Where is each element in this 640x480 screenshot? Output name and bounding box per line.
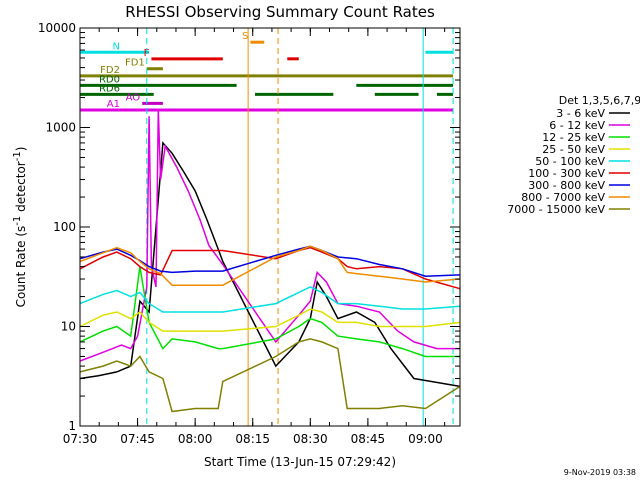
- y-axis-label: Count Rate (s-1 detector-1): [12, 147, 28, 308]
- plot-frame: [79, 27, 461, 427]
- series-line: [79, 109, 460, 362]
- legend-title: Det 1,3,5,6,7,9: [559, 94, 640, 107]
- series-line: [79, 141, 461, 388]
- series-lines: [79, 109, 461, 413]
- flag-label-n: N: [113, 41, 120, 52]
- legend-label: 12 - 25 keV: [542, 131, 605, 144]
- y-label-sup1: -1: [12, 216, 23, 226]
- series-line: [79, 245, 461, 286]
- flag-label-s: S: [242, 31, 248, 42]
- flag-bars: NFSFD1FD2RD0RD6AOA1: [80, 31, 454, 112]
- legend-label: 50 - 100 keV: [535, 155, 605, 168]
- flag-label-ao: AO: [126, 92, 141, 103]
- flag-label-a1: A1: [107, 99, 120, 110]
- y-tick-label: 100: [53, 220, 76, 234]
- legend-label: 800 - 7000 keV: [521, 191, 605, 204]
- series-line: [79, 286, 461, 313]
- x-axis: 07:30 07:45 08:00 08:15 08:30 08:45 09:00: [63, 28, 446, 446]
- y-axis: 1 10 100 1000 10000: [38, 21, 460, 433]
- y-label-main: Count Rate (s: [14, 226, 28, 308]
- legend-label: 25 - 50 keV: [542, 143, 605, 156]
- x-tick-label: 09:00: [408, 432, 443, 446]
- x-tick-label: 07:30: [63, 432, 98, 446]
- y-tick-label: 10000: [38, 21, 76, 35]
- series-line: [79, 245, 461, 277]
- series-line: [79, 266, 460, 358]
- series-line: [79, 308, 461, 332]
- chart-title: RHESSI Observing Summary Count Rates: [125, 3, 435, 21]
- flag-label-fd2: FD2: [100, 65, 120, 76]
- x-tick-label: 08:00: [178, 432, 213, 446]
- flag-label-rd6: RD6: [99, 83, 120, 94]
- y-label-end: ): [14, 147, 28, 152]
- x-axis-label: Start Time (13-Jun-15 07:29:42): [204, 455, 396, 469]
- x-tick-label: 08:30: [293, 432, 328, 446]
- x-tick-label: 08:45: [351, 432, 386, 446]
- y-label-sup2: -1: [12, 151, 23, 161]
- series-line: [79, 246, 461, 290]
- flag-label-fd1: FD1: [125, 58, 145, 69]
- y-tick-label: 10: [61, 320, 76, 334]
- legend-label: 6 - 12 keV: [549, 119, 605, 132]
- series-line: [79, 338, 461, 413]
- y-label-mid: detector: [14, 161, 28, 216]
- legend-label: 7000 - 15000 keV: [507, 203, 605, 216]
- y-tick-label: 1: [68, 419, 76, 433]
- x-tick-label: 07:45: [120, 432, 155, 446]
- flag-label-rd0: RD0: [99, 74, 120, 85]
- legend-label: 300 - 800 keV: [528, 179, 605, 192]
- x-tick-label: 08:15: [235, 432, 270, 446]
- footer-timestamp: 9-Nov-2019 03:38: [564, 468, 636, 477]
- y-tick-label: 1000: [45, 121, 76, 135]
- vertical-markers: [79, 28, 454, 426]
- legend-label: 100 - 300 keV: [528, 167, 605, 180]
- legend-label: 3 - 6 keV: [556, 107, 605, 120]
